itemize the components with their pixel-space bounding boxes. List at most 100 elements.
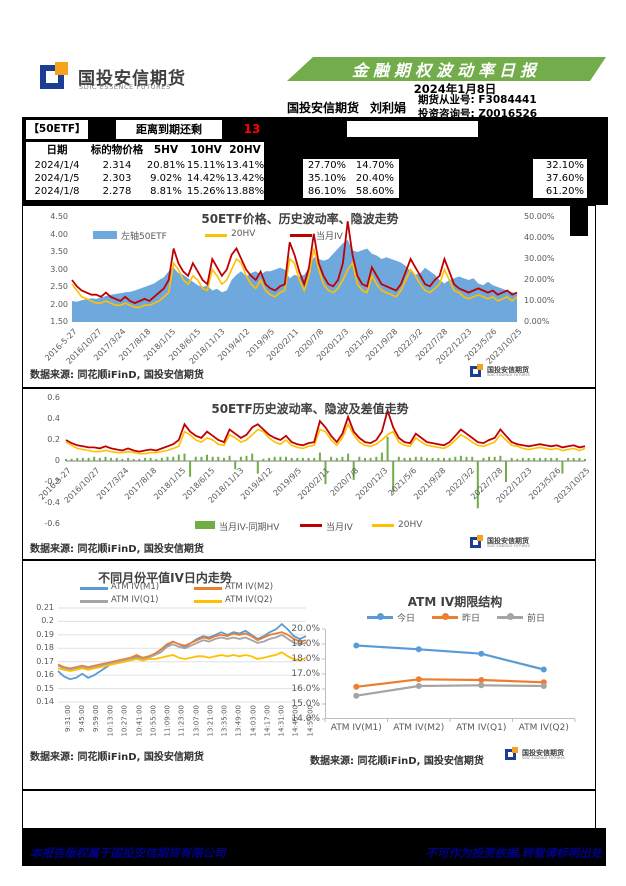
footer-copyright: 本报告版权属于国投安信期货有限公司 — [30, 846, 226, 860]
legend-label: ATM IV(Q1) — [111, 595, 159, 605]
chart3-plot — [57, 607, 307, 703]
tick-label: 2.00 — [50, 299, 68, 309]
footer-disclaimer: 不可作为投资依据,转载请标明出处 — [425, 846, 602, 860]
tick-label: 19.0% — [291, 639, 320, 649]
chart1-plot — [71, 221, 518, 322]
legend-label: 昨日 — [462, 614, 481, 624]
legend-swatch-area — [93, 231, 117, 239]
table-row: 86.10% 58.60% — [307, 186, 395, 197]
footer-bar: 本报告版权属于国投安信期货有限公司 不可作为投资依据,转载请标明出处 — [22, 828, 606, 866]
data-source: 数据来源: 同花顺iFinD, 国投安信期货 — [30, 752, 204, 763]
tick-label: 17.0% — [291, 669, 320, 679]
tick-label: 15.0% — [291, 699, 320, 709]
legend-label: 当月IV — [316, 232, 343, 242]
redacted-white-box — [347, 121, 478, 137]
brand-name-cn: 国投安信期货 — [78, 69, 186, 89]
tick-label: 50.00% — [524, 212, 555, 221]
analyst-name: 刘利娟 — [370, 101, 407, 115]
legend-swatch-line — [290, 234, 312, 237]
tick-label: ATM IV(M2) — [393, 723, 445, 733]
legend-label: ATM IV(Q2) — [225, 595, 273, 605]
tick-label: 0.16 — [36, 670, 54, 680]
tick-label: 0.6 — [47, 393, 60, 402]
legend-swatch-line — [205, 234, 227, 237]
col-date: 日期 — [46, 144, 68, 156]
mid-values-box: 27.70% 14.70% 35.10% 20.40% 86.10% 58.60% — [303, 159, 399, 198]
data-source: 数据来源: 同花顺iFinD, 国投安信期货 — [30, 544, 204, 555]
tick-label: 1.50 — [50, 317, 68, 326]
data-source: 数据来源: 同花顺iFinD, 国投安信期货 — [310, 756, 484, 767]
legend-swatch-line — [372, 524, 394, 527]
col-5hv: 5HV — [153, 144, 179, 156]
expiry-days-value: 13 — [243, 122, 261, 136]
tick-label: 0.2 — [41, 616, 54, 626]
logo-icon — [40, 62, 70, 92]
expiry-label: 距离到期还剩 — [116, 120, 222, 139]
legend-label: 今日 — [397, 614, 416, 624]
chart3-title: 不同月份平值IV日内走势 — [98, 571, 232, 585]
tick-label: 0.00% — [524, 317, 550, 326]
legend-swatch-dot — [377, 613, 384, 620]
table-row: 35.10% 20.40% — [307, 173, 395, 184]
tick-label: -0.4 — [44, 498, 60, 507]
tick-label: 0.19 — [36, 629, 54, 639]
license-number-1: 期货从业号: F3084441 — [418, 94, 537, 106]
company-name: 国投安信期货 — [287, 101, 360, 115]
table-row: 2024/1/4 2.314 20.81% 15.11% 13.41% — [34, 160, 265, 171]
legend-label: 左轴50ETF — [121, 232, 167, 242]
legend-swatch-line — [80, 600, 108, 603]
tick-label: 0.14 — [36, 697, 54, 706]
chart4-plot — [322, 628, 576, 722]
tick-label: 0.15 — [36, 683, 54, 693]
legend-label: 当月IV-同期HV — [219, 523, 280, 533]
table-row: 27.70% 14.70% — [307, 160, 395, 171]
tick-label: 0.2 — [47, 435, 60, 444]
tick-label: -0.6 — [44, 519, 60, 528]
tick-label: 4.50 — [50, 212, 68, 221]
tick-label: 0.18 — [36, 643, 54, 653]
tick-label: 40.00% — [524, 233, 555, 242]
legend-swatch-bar — [195, 521, 215, 529]
legend-swatch-dot — [442, 613, 449, 620]
mini-logo: 国投安信期货 SDIC ESSENCE FUTURES — [470, 363, 580, 379]
report-title: 金融期权波动率日报 — [351, 61, 541, 80]
tick-label: 20.0% — [291, 624, 320, 634]
tick-label: ATM IV(M1) — [330, 723, 382, 733]
brand-name-en: SDIC ESSENCE FUTURES — [79, 83, 171, 91]
tick-label: 2.50 — [50, 282, 68, 291]
tick-label: 10.00% — [524, 296, 555, 305]
tick-label: 4.00 — [50, 229, 68, 239]
mini-logo: 国投安信期货 SDIC ESSENCE FUTURES — [505, 746, 615, 762]
chart2-panel — [22, 388, 596, 560]
chart4-title: ATM IV期限结构 — [407, 595, 503, 609]
tick-label: 0.17 — [36, 656, 54, 666]
empty-panel — [22, 790, 596, 828]
legend-swatch-line — [300, 524, 322, 527]
legend-swatch-line — [194, 600, 222, 603]
company-logo: 国投安信期货 SDIC ESSENCE FUTURES — [40, 62, 270, 96]
hv-table-header: 日期 标的物价格 5HV 10HV 20HV — [26, 142, 264, 159]
redacted-tab — [570, 205, 588, 236]
legend-label: 当月IV — [326, 523, 353, 533]
col-20hv: 20HV — [229, 144, 261, 156]
legend-label: 前日 — [527, 614, 546, 624]
tick-label: ATM IV(Q1) — [456, 723, 507, 733]
col-price: 标的物价格 — [90, 144, 144, 156]
table-row: 2024/1/8 2.278 8.81% 15.26% 13.88% — [34, 186, 265, 197]
tick-label: -0.2 — [44, 477, 60, 486]
right-values-box: 32.10% 37.60% 61.20% — [533, 159, 587, 198]
legend-label: ATM IV(M1) — [111, 582, 160, 592]
tick-label: 30.00% — [524, 254, 555, 263]
tick-label: 0.21 — [36, 603, 54, 612]
tick-label: 0 — [54, 456, 60, 465]
chart2-title: 50ETF历史波动率、隐波及差值走势 — [211, 402, 409, 416]
hv-table: 日期 标的物价格 5HV 10HV 20HV 2024/1/4 2.314 20.8… — [26, 142, 264, 200]
underlying-label: 【50ETF】 — [26, 120, 88, 139]
tick-label: 18.0% — [291, 654, 320, 664]
data-source: 数据来源: 同花顺iFinD, 国投安信期货 — [30, 370, 204, 381]
legend-label: 20HV — [398, 520, 423, 530]
report-title-banner: 金融期权波动率日报 — [287, 57, 606, 81]
tick-label: 20.00% — [524, 275, 555, 284]
report-date: 2024年1月8日 — [413, 82, 497, 96]
